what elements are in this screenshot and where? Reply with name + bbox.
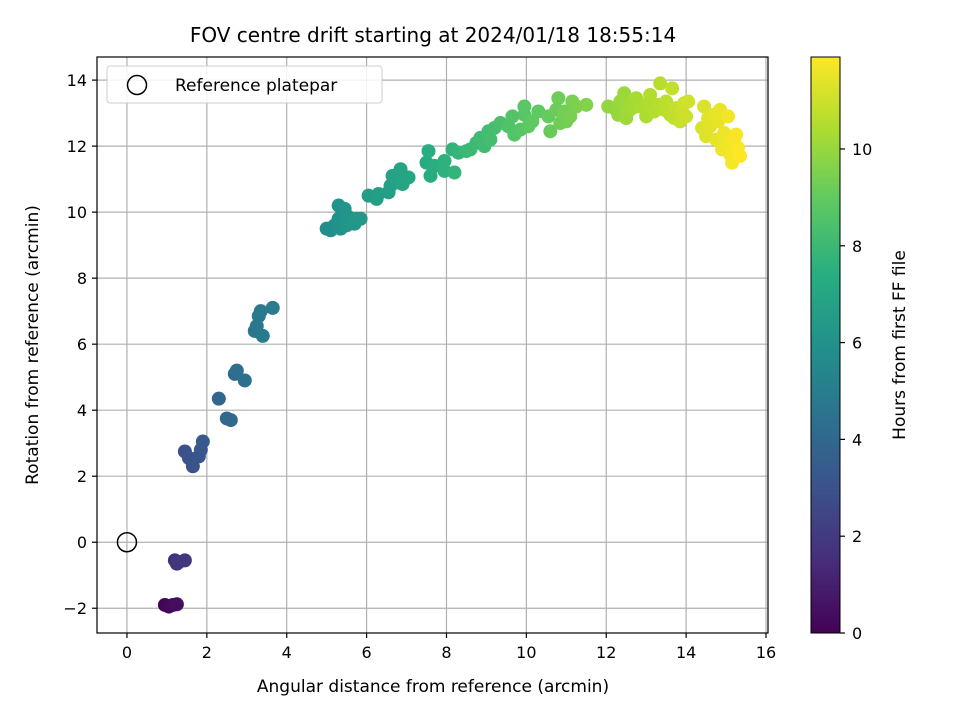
data-point	[237, 373, 252, 388]
y-tick-label: 4	[77, 401, 87, 420]
y-axis-label: Rotation from reference (arcmin)	[23, 205, 43, 485]
legend-box	[106, 65, 383, 104]
data-point	[447, 165, 462, 180]
data-point	[517, 99, 532, 114]
y-tick-label: 10	[67, 203, 87, 222]
x-tick-label: 8	[441, 643, 451, 662]
x-tick-label: 2	[202, 643, 212, 662]
data-point	[169, 597, 184, 612]
y-axis-ticks: −2 0 2 4 6 8 10 12 14	[63, 71, 97, 618]
colorbar-tick-label: 6	[852, 334, 862, 353]
data-point	[421, 144, 436, 159]
x-tick-label: 16	[756, 643, 776, 662]
y-tick-label: 2	[77, 467, 87, 486]
colorbar-tick-label: 0	[852, 624, 862, 643]
data-point	[579, 97, 594, 112]
colorbar-gradient	[810, 56, 841, 634]
data-point	[697, 99, 712, 114]
data-point	[437, 153, 452, 168]
x-tick-label: 14	[676, 643, 696, 662]
colorbar-label: Hours from first FF file	[890, 250, 910, 440]
data-point	[653, 76, 668, 91]
data-point	[729, 127, 744, 142]
y-tick-label: 8	[77, 269, 87, 288]
plot-frame	[96, 56, 769, 634]
colorbar-tick-label: 4	[852, 430, 862, 449]
y-tick-label: 12	[67, 137, 87, 156]
colorbar: 0 2 4 6 8 10 Hours from first FF file	[810, 56, 910, 643]
data-point	[551, 91, 566, 106]
x-axis-ticks: 0 2 4 6 8 10 12 14 16	[122, 633, 776, 662]
data-point	[255, 328, 270, 343]
data-points	[157, 76, 748, 614]
y-tick-label: 0	[77, 533, 87, 552]
y-tick-label: 6	[77, 335, 87, 354]
data-point	[211, 391, 226, 406]
legend: Reference platepar	[106, 65, 383, 104]
data-point	[681, 94, 696, 109]
data-point	[177, 553, 192, 568]
data-point	[643, 87, 658, 102]
y-tick-label: −2	[63, 599, 87, 618]
y-tick-label: 14	[67, 71, 87, 90]
chart-title: FOV centre drift starting at 2024/01/18 …	[190, 23, 676, 47]
legend-marker-reference	[126, 74, 148, 96]
data-point	[483, 132, 498, 147]
data-point	[353, 211, 368, 226]
colorbar-tick-label: 2	[852, 527, 862, 546]
colorbar-tick-label: 8	[852, 237, 862, 256]
colorbar-ticks: 0 2 4 6 8 10	[840, 140, 872, 643]
reference-platepar-marker	[116, 531, 138, 553]
data-point	[721, 109, 736, 124]
data-point	[659, 94, 674, 109]
x-tick-label: 12	[596, 643, 616, 662]
data-point	[195, 434, 210, 449]
data-point	[733, 149, 748, 164]
x-axis-label: Angular distance from reference (arcmin)	[257, 677, 609, 697]
x-tick-label: 6	[362, 643, 372, 662]
data-point	[223, 413, 238, 428]
data-point	[543, 124, 558, 139]
data-point	[265, 300, 280, 315]
data-point	[505, 109, 520, 124]
grid-lines	[97, 57, 768, 633]
x-tick-label: 4	[282, 643, 292, 662]
data-point	[253, 304, 268, 319]
data-point	[665, 81, 680, 96]
x-tick-label: 0	[122, 643, 132, 662]
data-point	[679, 109, 694, 124]
legend-label-reference: Reference platepar	[175, 76, 337, 96]
colorbar-tick-label: 10	[852, 140, 872, 159]
data-point	[717, 125, 732, 140]
x-tick-label: 10	[516, 643, 536, 662]
data-point	[229, 363, 244, 378]
data-point	[401, 170, 416, 185]
